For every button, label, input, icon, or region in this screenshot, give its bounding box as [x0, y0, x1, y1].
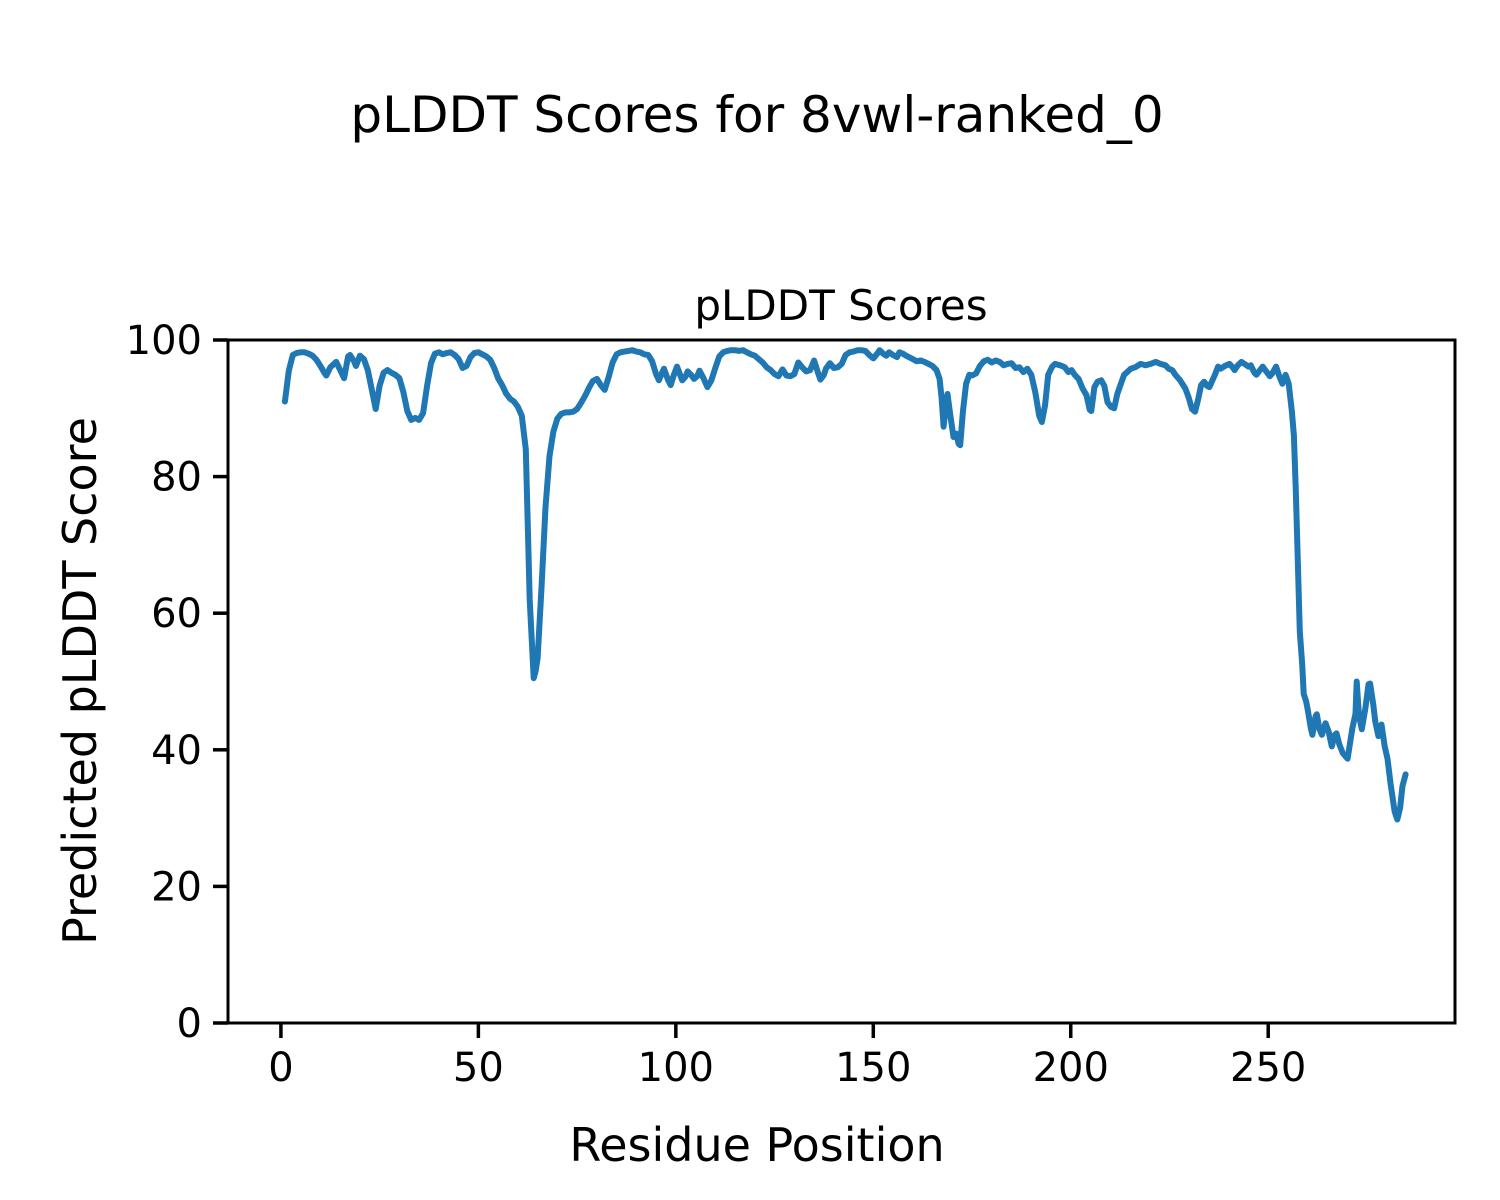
x-tick-label: 200 [1033, 1045, 1109, 1091]
x-tick-label: 100 [638, 1045, 714, 1091]
figure-title: pLDDT Scores for 8vwl-ranked_0 [350, 86, 1164, 144]
x-tick-label: 250 [1230, 1045, 1306, 1091]
x-tick-label: 0 [268, 1045, 293, 1091]
plddt-line [281, 347, 1409, 823]
axes-title: pLDDT Scores [694, 281, 988, 330]
y-tick-label: 100 [126, 318, 202, 364]
y-tick-label: 80 [151, 455, 202, 501]
y-tick-label: 40 [151, 728, 202, 774]
axes-frame [226, 338, 1457, 1025]
x-tick-label: 50 [453, 1045, 504, 1091]
y-tick-label: 20 [151, 864, 202, 910]
x-tick-label: 150 [835, 1045, 911, 1091]
y-tick-label: 60 [151, 591, 202, 637]
y-tick-label: 0 [177, 1001, 202, 1047]
x-axis-label: Residue Position [569, 1118, 945, 1172]
